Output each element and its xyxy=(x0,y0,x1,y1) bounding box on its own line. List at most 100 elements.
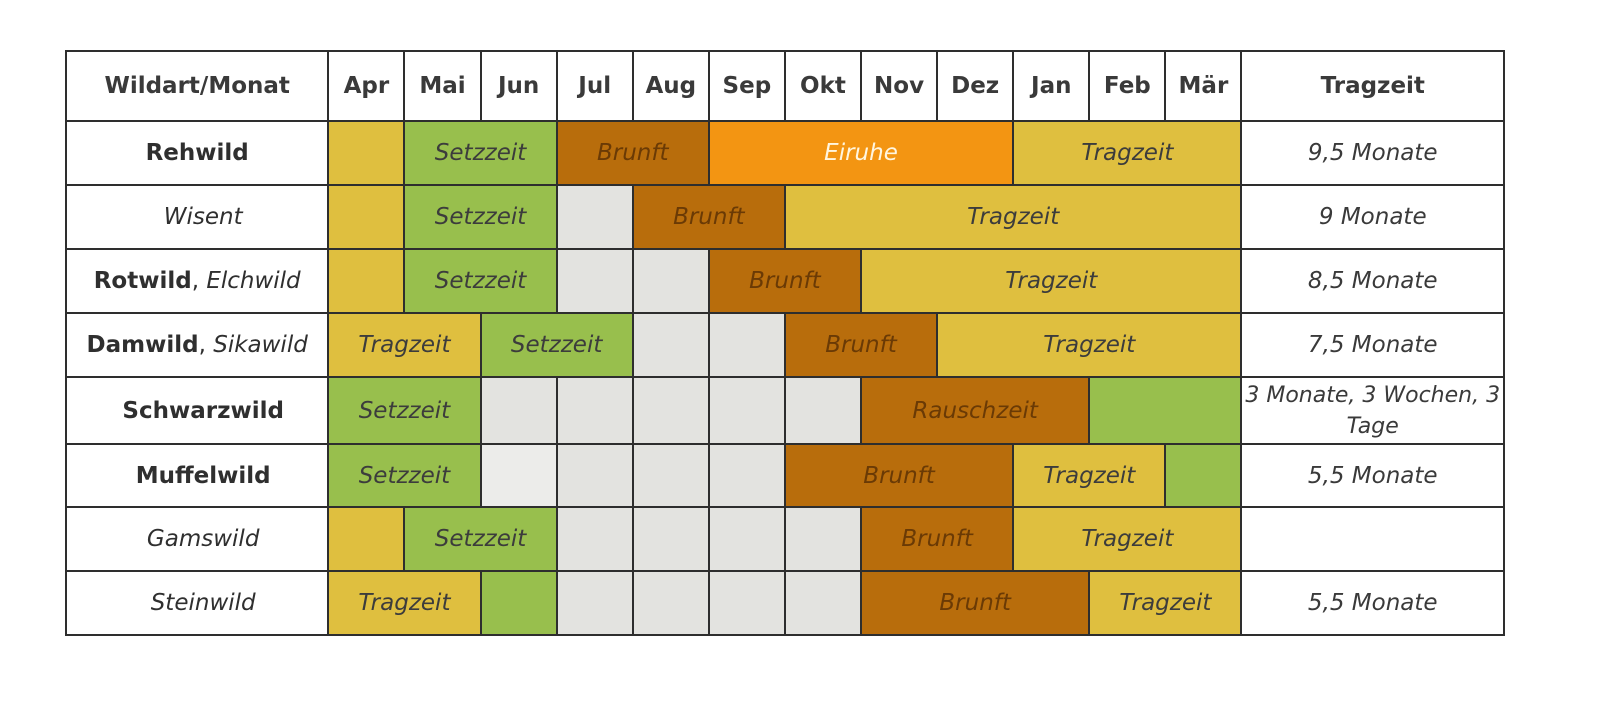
empty-month-cell xyxy=(783,376,863,445)
hunting-season-table: Wildart/Monat Apr Mai Jun Jul Aug Sep Ok… xyxy=(64,50,1505,636)
month-header-jan: Jan xyxy=(1012,50,1091,122)
table-row: Schwarzwild Setzzeit Rauschzeit 3 Monate, 3… xyxy=(64,376,1505,445)
gestation-period-cell: Tragzeit xyxy=(936,312,1243,378)
rut-period-cell: Rauschzeit xyxy=(860,376,1091,445)
species-name-secondary: Gamswild xyxy=(146,526,260,552)
empty-month-cell xyxy=(555,506,634,572)
birth-period-cell: Setzzeit xyxy=(327,443,482,508)
empty-month-cell xyxy=(555,376,634,445)
rut-period-cell: Brunft xyxy=(631,184,786,250)
month-header-mai: Mai xyxy=(403,50,482,122)
empty-month-cell xyxy=(631,506,710,572)
gestation-duration-cell: 5,5 Monate xyxy=(1240,570,1505,636)
species-name-secondary: Elchwild xyxy=(206,268,301,294)
table-row: Wisent Setzzeit Brunft Tragzeit 9 Monate xyxy=(64,184,1505,250)
empty-month-cell xyxy=(631,570,710,636)
gestation-duration-cell xyxy=(1240,506,1505,572)
header-row: Wildart/Monat Apr Mai Jun Jul Aug Sep Ok… xyxy=(64,50,1505,122)
gestation-duration-cell: 9 Monate xyxy=(1240,184,1505,250)
gestation-duration-cell: 5,5 Monate xyxy=(1240,443,1505,508)
rut-period-cell: Brunft xyxy=(860,570,1091,636)
gestation-period-cell xyxy=(327,248,406,314)
gestation-period-cell: Tragzeit xyxy=(860,248,1243,314)
gestation-period-cell: Tragzeit xyxy=(1012,120,1243,186)
birth-period-cell: Setzzeit xyxy=(403,248,558,314)
species-name-cell: Wisent xyxy=(64,184,330,250)
empty-month-cell xyxy=(555,248,634,314)
empty-month-cell xyxy=(555,570,634,636)
birth-period-cell: Setzzeit xyxy=(403,120,558,186)
species-name-cell: Steinwild xyxy=(64,570,330,636)
table-body: Rehwild Setzzeit Brunft Eiruhe Tragzeit 9,5 M… xyxy=(64,120,1505,636)
table-row: Muffelwild Setzzeit Brunft Tragzeit 5,5 Mona… xyxy=(64,443,1505,508)
month-header-jun: Jun xyxy=(479,50,558,122)
species-name-cell: Muffelwild xyxy=(64,443,330,508)
species-name: Rotwild xyxy=(93,268,192,294)
delayed-implantation-cell: Eiruhe xyxy=(707,120,1015,186)
birth-period-cell: Setzzeit xyxy=(479,312,634,378)
empty-month-cell xyxy=(479,443,558,508)
gestation-header: Tragzeit xyxy=(1240,50,1505,122)
empty-month-cell xyxy=(783,570,863,636)
month-header-feb: Feb xyxy=(1088,50,1167,122)
species-name-cell: Schwarzwild xyxy=(64,376,330,445)
empty-month-cell xyxy=(631,443,710,508)
species-name-cell: Gamswild xyxy=(64,506,330,572)
empty-month-cell xyxy=(707,570,786,636)
empty-month-cell xyxy=(707,376,786,445)
month-header-sep: Sep xyxy=(707,50,786,122)
empty-month-cell xyxy=(707,506,786,572)
gestation-period-cell: Tragzeit xyxy=(327,312,482,378)
empty-month-cell xyxy=(479,376,558,445)
species-name: Schwarzwild xyxy=(122,397,284,424)
table-row: Damwild, Sikawild Tragzeit Setzzeit Brunft T… xyxy=(64,312,1505,378)
gestation-period-cell: Tragzeit xyxy=(1088,570,1243,636)
month-header-dez: Dez xyxy=(936,50,1015,122)
species-name-secondary: Wisent xyxy=(163,204,243,230)
table-row: Rotwild, Elchwild Setzzeit Brunft Tragzeit 8… xyxy=(64,248,1505,314)
month-header-nov: Nov xyxy=(860,50,939,122)
species-name-cell: Rotwild, Elchwild xyxy=(64,248,330,314)
gestation-duration-cell: 9,5 Monate xyxy=(1240,120,1505,186)
empty-month-cell xyxy=(555,443,634,508)
empty-month-cell xyxy=(631,376,710,445)
empty-month-cell xyxy=(631,248,710,314)
empty-month-cell xyxy=(707,443,786,508)
month-header-okt: Okt xyxy=(783,50,863,122)
table-row: Steinwild Tragzeit Brunft Tragzeit 5,5 Monat… xyxy=(64,570,1505,636)
month-header-jul: Jul xyxy=(555,50,634,122)
gestation-period-cell xyxy=(327,120,406,186)
species-name: Muffelwild xyxy=(135,462,271,489)
month-header-maer: Mär xyxy=(1164,50,1243,122)
rut-period-cell: Brunft xyxy=(707,248,863,314)
gestation-period-cell: Tragzeit xyxy=(783,184,1243,250)
birth-period-cell xyxy=(1164,443,1243,508)
rut-period-cell: Brunft xyxy=(860,506,1015,572)
month-header-apr: Apr xyxy=(327,50,406,122)
species-name-secondary: Steinwild xyxy=(150,590,256,616)
birth-period-cell: Setzzeit xyxy=(403,184,558,250)
empty-month-cell xyxy=(631,312,710,378)
table-row: Gamswild Setzzeit Brunft Tragzeit xyxy=(64,506,1505,572)
rut-period-cell: Brunft xyxy=(783,312,939,378)
gestation-period-cell xyxy=(327,184,406,250)
empty-month-cell xyxy=(555,184,634,250)
gestation-duration-cell: 7,5 Monate xyxy=(1240,312,1505,378)
birth-period-cell: Setzzeit xyxy=(403,506,558,572)
corner-header: Wildart/Monat xyxy=(64,50,330,122)
rut-period-cell: Brunft xyxy=(555,120,710,186)
gestation-period-cell: Tragzeit xyxy=(1012,443,1167,508)
species-name-separator: , xyxy=(198,332,214,358)
empty-month-cell xyxy=(707,312,786,378)
species-name: Damwild xyxy=(86,332,199,358)
table-row: Rehwild Setzzeit Brunft Eiruhe Tragzeit 9,5 M… xyxy=(64,120,1505,186)
species-name-cell: Rehwild xyxy=(64,120,330,186)
species-name-separator: , xyxy=(191,268,207,294)
birth-period-cell xyxy=(1088,376,1243,445)
gestation-period-cell xyxy=(327,506,406,572)
month-header-aug: Aug xyxy=(631,50,710,122)
rut-period-cell: Brunft xyxy=(783,443,1015,508)
birth-period-cell: Setzzeit xyxy=(327,376,482,445)
species-name: Rehwild xyxy=(145,140,249,166)
empty-month-cell xyxy=(783,506,863,572)
